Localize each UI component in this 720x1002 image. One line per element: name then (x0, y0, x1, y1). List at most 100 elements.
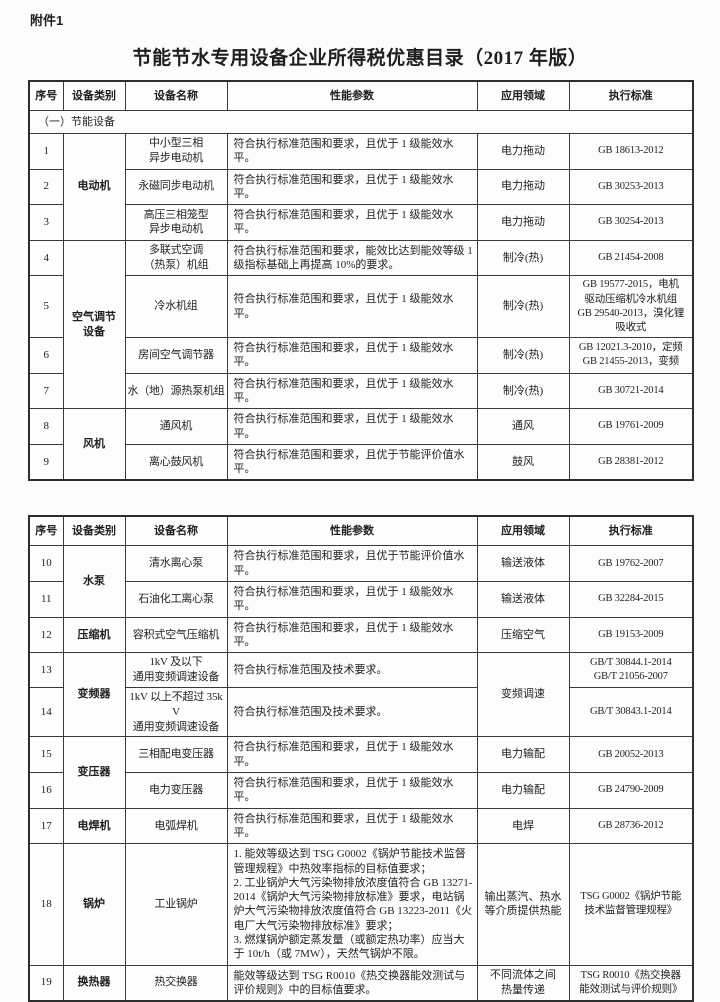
table-row: 18 锅炉 工业锅炉 1. 能效等级达到 TSG G0002《锅炉节能技术监督管理规程… (28, 843, 694, 966)
cell-std: TSG R0010《热交换器 能效测试与评价规则》 (568, 964, 694, 1002)
column-header: 执行标准 (568, 515, 694, 547)
cell-name: 多联式空调 （热泵）机组 (124, 239, 228, 277)
cell-no: 15 (28, 736, 64, 774)
column-header: 性能参数 (226, 80, 478, 111)
cell-cat: 压缩机 (62, 616, 126, 654)
cell-field: 制冷(热) (476, 337, 570, 374)
cell-std: GB 30254-2013 (568, 204, 694, 241)
cell-std: GB 12021.3-2010，定频 GB 21455-2013，变频 (568, 337, 694, 374)
cell-name: 中小型三相 异步电动机 (124, 133, 228, 170)
table-row: 9 离心鼓风机 符合执行标准范围和要求，且优于节能评价值水平。 鼓风 GB 28381-… (28, 443, 694, 481)
cell-params: 符合执行标准范围和要求，且优于 1 级能效水平。 (226, 408, 478, 445)
table-row: 17 电焊机 电弧焊机 符合执行标准范围和要求，且优于 1 级能效水平。 电焊 GB 28… (28, 807, 694, 845)
cell-params: 符合执行标准范围和要求，且优于节能评价值水平。 (226, 545, 478, 583)
cell-no: 5 (28, 275, 64, 339)
cell-field: 制冷(热) (476, 239, 570, 277)
cell-std: GB 24790-2009 (568, 772, 694, 809)
table-row: 12 压缩机 容积式空气压缩机 符合执行标准范围和要求，且优于 1 级能效水平。 压缩空… (28, 616, 694, 654)
cell-no: 2 (28, 168, 64, 206)
cell-name: 容积式空气压缩机 (124, 616, 228, 654)
cell-params: 符合执行标准范围和要求，且优于 1 级能效水平。 (226, 204, 478, 241)
cell-std: GB 32284-2015 (568, 581, 694, 618)
cell-std: GB 30721-2014 (568, 372, 694, 410)
cell-field: 电力拖动 (476, 204, 570, 241)
cell-params: 1. 能效等级达到 TSG G0002《锅炉节能技术监督管理规程》中热效率指标的… (226, 843, 478, 966)
table-body: （一）节能设备 1 电动机 中小型三相 异步电动机 符合执行标准范围和要求，且优于 1 … (28, 110, 694, 481)
cell-cat: 换热器 (62, 964, 126, 1002)
cell-cat: 锅炉 (62, 843, 126, 966)
cell-name: 电力变压器 (124, 772, 228, 809)
cell-field: 制冷(热) (476, 372, 570, 410)
column-header: 设备名称 (124, 515, 228, 547)
table-row: 14 1kV 以上不超过 35kV 通用变频调速设备 符合执行标准范围及技术要求。 G… (28, 686, 694, 738)
cell-field: 电力输配 (476, 736, 570, 774)
table-row: 1 电动机 中小型三相 异步电动机 符合执行标准范围和要求，且优于 1 级能效水平。电… (28, 133, 694, 241)
table-body: 10 水泵 清水离心泵 符合执行标准范围和要求，且优于节能评价值水平。 输送液体 GB 1… (28, 545, 694, 1002)
cell-std: GB 28381-2012 (568, 443, 694, 481)
cell-cat: 电动机 (62, 133, 126, 241)
cell-field: 制冷(热) (476, 275, 570, 339)
cell-cat: 空气调节 设备 (62, 239, 126, 410)
table-row: （一）节能设备 (28, 110, 694, 134)
table-row: 6 房间空气调节器 符合执行标准范围和要求，且优于 1 级能效水平。 制冷(热) GB … (28, 337, 694, 374)
cell-std: GB/T 30843.1-2014 (568, 686, 694, 738)
cell-name: 高压三相笼型 异步电动机 (124, 204, 228, 241)
cell-no: 16 (28, 772, 64, 809)
table-row: 8 风机 通风机 符合执行标准范围和要求，且优于 1 级能效水平。 通风 GB 19761… (28, 408, 694, 481)
cell-name: 三相配电变压器 (124, 736, 228, 774)
cell-field: 通风 (476, 408, 570, 445)
column-header: 设备类别 (62, 515, 126, 547)
page-title: 节能节水专用设备企业所得税优惠目录（2017 年版） (132, 48, 588, 69)
cell-params: 符合执行标准范围和要求，且优于 1 级能效水平。 (226, 275, 478, 339)
column-header: 执行标准 (568, 80, 694, 111)
cell-no: 12 (28, 616, 64, 654)
cell-name: 冷水机组 (124, 275, 228, 339)
attachment-label: 附件1 (30, 13, 64, 28)
cell-name: 水（地）源热泵机组 (124, 372, 228, 410)
cell-params: 符合执行标准范围和要求，且优于节能评价值水平。 (226, 443, 478, 481)
cell-field: 鼓风 (476, 443, 570, 481)
cell-name: 石油化工离心泵 (124, 581, 228, 618)
cell-params: 符合执行标准范围和要求，且优于 1 级能效水平。 (226, 133, 478, 170)
cell-no: 1 (28, 133, 64, 170)
column-header: 序号 (28, 515, 64, 547)
cell-no: 6 (28, 337, 64, 374)
table-row: 11 石油化工离心泵 符合执行标准范围和要求，且优于 1 级能效水平。 输送液体 GB … (28, 581, 694, 618)
table-row: 15 变压器 三相配电变压器 符合执行标准范围和要求，且优于 1 级能效水平。 电力输配… (28, 736, 694, 809)
cell-name: 清水离心泵 (124, 545, 228, 583)
table-row: 7 水（地）源热泵机组 符合执行标准范围和要求，且优于 1 级能效水平。 制冷(热) G… (28, 372, 694, 410)
cell-no: 10 (28, 545, 64, 583)
cell-params: 符合执行标准范围和要求，能效比达到能效等级 1 级指标基础上再提高 10%的要求… (226, 239, 478, 277)
cell-std: GB/T 30844.1-2014 GB/T 21056-2007 (568, 652, 694, 688)
cell-field: 压缩空气 (476, 616, 570, 654)
cell-name: 工业锅炉 (124, 843, 228, 966)
column-header: 应用领域 (476, 515, 570, 547)
cell-name: 电弧焊机 (124, 807, 228, 845)
cell-std: GB 19762-2007 (568, 545, 694, 583)
cell-std: GB 19153-2009 (568, 616, 694, 654)
cell-params: 符合执行标准范围和要求，且优于 1 级能效水平。 (226, 372, 478, 410)
cell-name: 离心鼓风机 (124, 443, 228, 481)
cell-params: 能效等级达到 TSG R0010《热交换器能效测试与评价规则》中的目标值要求。 (226, 964, 478, 1002)
column-header: 设备名称 (124, 80, 228, 111)
cell-cat: 水泵 (62, 545, 126, 618)
cell-no: 3 (28, 204, 64, 241)
cell-cat: 风机 (62, 408, 126, 481)
table-row: 5 冷水机组 符合执行标准范围和要求，且优于 1 级能效水平。 制冷(热) GB 195… (28, 275, 694, 339)
cell-cat: 变压器 (62, 736, 126, 809)
cell-field: 输送液体 (476, 545, 570, 583)
table-row: 4 空气调节 设备 多联式空调 （热泵）机组 符合执行标准范围和要求，能效比达到能效等… (28, 239, 694, 410)
cell-params: 符合执行标准范围和要求，且优于 1 级能效水平。 (226, 736, 478, 774)
cell-name: 热交换器 (124, 964, 228, 1002)
cell-field: 电焊 (476, 807, 570, 845)
header-row: 序号 设备类别 设备名称 性能参数 应用领域 执行标准 (28, 515, 694, 547)
cell-cat: 电焊机 (62, 807, 126, 845)
table-header: 序号 设备类别 设备名称 性能参数 应用领域 执行标准 (28, 80, 694, 111)
cell-std: GB 28736-2012 (568, 807, 694, 845)
cell-name: 1kV 以上不超过 35kV 通用变频调速设备 (124, 686, 228, 738)
table-row: 2 永磁同步电动机 符合执行标准范围和要求，且优于 1 级能效水平。 电力拖动 GB 3… (28, 168, 694, 206)
header-row: 序号 设备类别 设备名称 性能参数 应用领域 执行标准 (28, 80, 694, 111)
cell-no: 11 (28, 581, 64, 618)
cell-field: 电力拖动 (476, 168, 570, 206)
cell-no: 7 (28, 372, 64, 410)
